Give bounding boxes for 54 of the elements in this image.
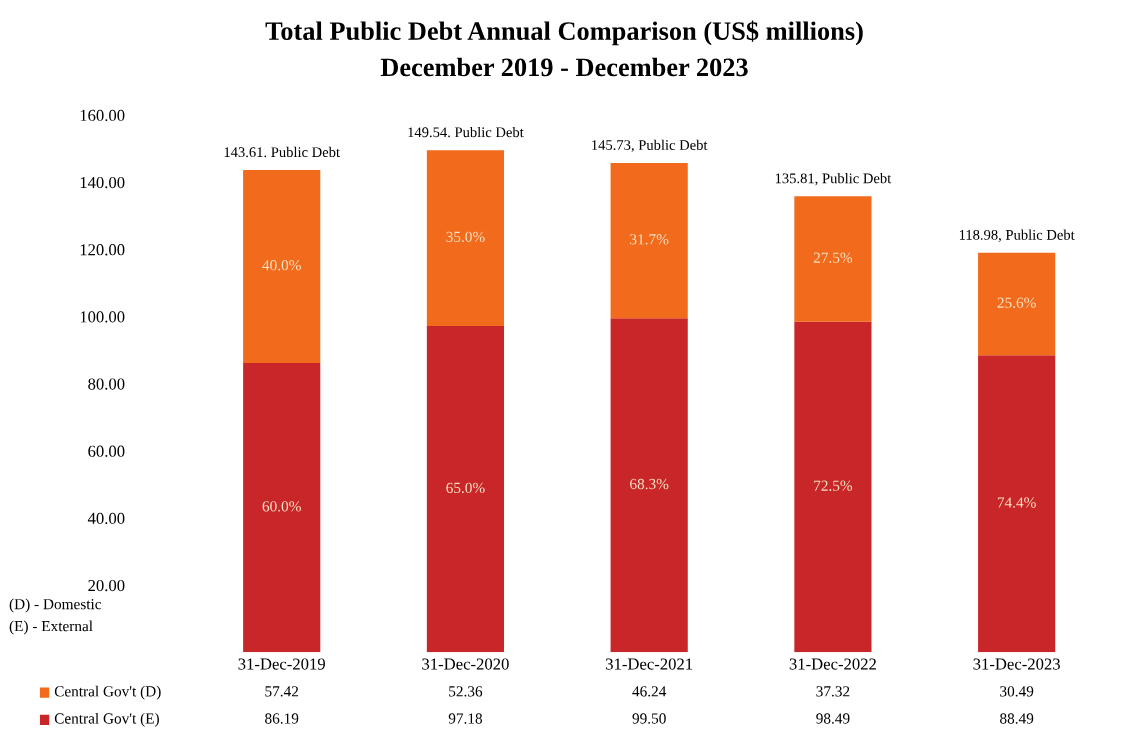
annotation: 68.3% bbox=[630, 478, 669, 490]
total-label: 145.73, Public Debt bbox=[592, 139, 708, 153]
data-label: 52.36 bbox=[449, 686, 483, 697]
data-label: 98.49 bbox=[816, 713, 850, 724]
x-tick-label: 31-Dec-2023 bbox=[973, 658, 1060, 670]
data-label: 86.19 bbox=[265, 713, 299, 724]
annotation: 60.0% bbox=[262, 501, 301, 512]
bar bbox=[978, 355, 1056, 653]
legend-label: Central Gov't (D) bbox=[54, 685, 161, 700]
x-tick-label: 31-Dec-2020 bbox=[422, 658, 509, 670]
bar bbox=[426, 150, 505, 327]
annotation: 74.4% bbox=[997, 497, 1036, 508]
total-label: 118.98, Public Debt bbox=[959, 229, 1075, 242]
total-label: 149.54. Public Debt bbox=[408, 126, 524, 138]
y-tick-label: 120.00 bbox=[80, 244, 125, 256]
bar bbox=[610, 162, 688, 319]
data-label: 57.42 bbox=[265, 686, 299, 697]
annotation: 25.6% bbox=[997, 297, 1036, 308]
y-tick-label: 80.00 bbox=[88, 378, 125, 390]
x-tick-label: 31-Dec-2022 bbox=[789, 658, 876, 670]
chart-subtitle: December 2019 - December 2023 bbox=[380, 57, 748, 77]
data-label: 46.24 bbox=[632, 686, 667, 697]
total-label: 135.81, Public Debt bbox=[775, 173, 892, 186]
bar bbox=[794, 196, 872, 322]
legend-label: Central Gov't (E) bbox=[54, 712, 159, 727]
y-tick-label: 140.00 bbox=[80, 176, 125, 189]
annotation: 27.5% bbox=[813, 252, 853, 263]
annotation: 40.0% bbox=[262, 260, 301, 271]
data-label: 30.49 bbox=[1000, 686, 1034, 697]
data-label: 37.32 bbox=[816, 686, 850, 697]
y-tick-label: 160.00 bbox=[80, 109, 125, 122]
bar bbox=[610, 318, 688, 653]
data-label: 88.49 bbox=[1000, 713, 1034, 724]
y-tick-label: 20.00 bbox=[88, 579, 125, 592]
data-label: 99.50 bbox=[632, 713, 666, 724]
bar bbox=[978, 252, 1056, 356]
y-tick-label: 100.00 bbox=[80, 311, 125, 323]
x-tick-label: 31-Dec-2021 bbox=[606, 658, 693, 670]
total-label: 143.61. Public Debt bbox=[224, 146, 340, 158]
text: (D) - Domestic bbox=[9, 598, 102, 613]
bar bbox=[243, 170, 321, 363]
chart-title: Total Public Debt Annual Comparison (US$ millions) bbox=[265, 20, 863, 46]
x-tick-label: 31-Dec-2019 bbox=[238, 658, 325, 670]
y-tick-label: 60.00 bbox=[88, 445, 125, 457]
bar bbox=[243, 362, 321, 653]
text: (E) - External bbox=[9, 620, 93, 635]
data-label: 97.18 bbox=[448, 713, 483, 724]
annotation: 31.7% bbox=[630, 234, 669, 245]
bar bbox=[426, 326, 505, 653]
annotation: 35.0% bbox=[446, 231, 485, 243]
y-tick-label: 40.00 bbox=[87, 512, 125, 525]
annotation: 72.5% bbox=[814, 480, 853, 491]
annotation: 65.0% bbox=[446, 482, 485, 494]
bar bbox=[794, 321, 872, 653]
